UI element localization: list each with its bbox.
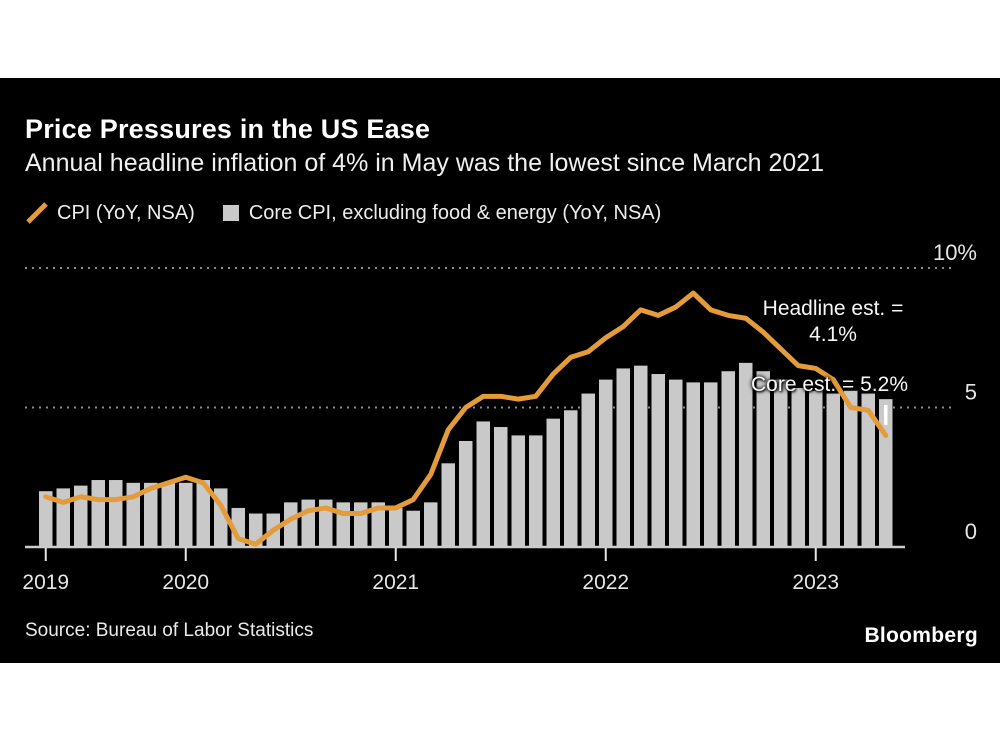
core-cpi-bar <box>494 427 508 547</box>
core-cpi-bar <box>774 379 788 547</box>
core-cpi-bar <box>826 393 840 547</box>
headline-estimate-annotation: Headline est. = 4.1% <box>700 296 966 348</box>
x-tick-label-2022: 2022 <box>582 571 629 594</box>
y-tick-label-0: 0 <box>965 519 977 544</box>
core-cpi-bar <box>564 410 578 547</box>
core-cpi-bar <box>669 379 683 547</box>
core-cpi-bar <box>406 510 420 547</box>
core-cpi-bar <box>284 502 298 547</box>
y-tick-label-5: 5 <box>965 380 977 405</box>
chart-subtitle: Annual headline inflation of 4% in May w… <box>25 149 825 177</box>
headline-estimate-line2: 4.1% <box>809 323 857 346</box>
core-cpi-bar <box>599 379 613 547</box>
legend-bar-label: Core CPI, excluding food & energy (YoY, … <box>248 201 662 224</box>
core-cpi-bar <box>336 502 350 547</box>
core-cpi-bar <box>39 491 53 547</box>
core-cpi-bar <box>109 480 123 547</box>
chart-card: 2019 2020 2021 2022 2023 10% 5 0 Price Pressure… <box>0 78 1000 663</box>
core-estimate-annotation: Core est. = 5.2% <box>751 373 908 396</box>
core-cpi-bar <box>861 393 875 547</box>
core-cpi-bar <box>371 502 385 547</box>
core-cpi-bar <box>634 365 648 547</box>
core-cpi-bar <box>879 399 893 547</box>
bloomberg-logo: Bloomberg <box>864 624 978 647</box>
core-cpi-bar <box>809 390 823 547</box>
core-cpi-bar <box>179 482 193 547</box>
core-cpi-bar <box>91 480 105 547</box>
core-cpi-bar <box>301 499 315 547</box>
core-cpi-bar <box>791 387 805 547</box>
line-series-swatch-icon <box>25 201 49 225</box>
x-tick-label-2021: 2021 <box>372 571 419 594</box>
core-cpi-bar <box>511 435 525 547</box>
core-cpi-bar <box>616 368 630 547</box>
core-cpi-bar <box>739 362 753 547</box>
core-cpi-bar <box>389 507 403 547</box>
source-note: Source: Bureau of Labor Statistics <box>25 620 314 641</box>
core-cpi-bar <box>354 502 368 547</box>
core-cpi-bar <box>721 371 735 547</box>
headline-estimate-line1: Headline est. = <box>762 297 904 320</box>
core-cpi-bar <box>161 482 175 547</box>
core-cpi-bar <box>651 374 665 547</box>
core-cpi-bar <box>529 435 543 547</box>
bar-series-swatch-icon <box>222 205 239 221</box>
core-cpi-bar <box>74 485 88 547</box>
core-cpi-bar <box>686 382 700 547</box>
x-tick-label-2023: 2023 <box>792 571 839 594</box>
core-cpi-bar <box>144 482 158 547</box>
core-cpi-bar <box>441 463 455 547</box>
y-tick-label-10: 10% <box>933 240 977 265</box>
core-cpi-bar <box>424 502 438 547</box>
legend-line-label: CPI (YoY, NSA) <box>57 201 195 224</box>
core-cpi-bar <box>844 390 858 547</box>
legend: CPI (YoY, NSA) Core CPI, excluding food … <box>25 200 661 226</box>
core-cpi-bar <box>459 440 473 547</box>
core-cpi-bar <box>581 393 595 547</box>
core-cpi-bar <box>56 488 70 547</box>
core-cpi-bar <box>756 371 770 547</box>
chart-title: Price Pressures in the US Ease <box>25 114 431 144</box>
x-tick-label-2020: 2020 <box>162 571 209 594</box>
x-tick-label-2019: 2019 <box>22 571 69 594</box>
core-cpi-bar <box>546 418 560 547</box>
core-cpi-bar <box>476 421 490 547</box>
core-cpi-bar <box>196 480 210 547</box>
core-cpi-bar <box>704 382 718 547</box>
cpi-chart: 2019 2020 2021 2022 2023 10% 5 0 <box>22 240 977 594</box>
headline-cpi-line <box>43 290 889 547</box>
